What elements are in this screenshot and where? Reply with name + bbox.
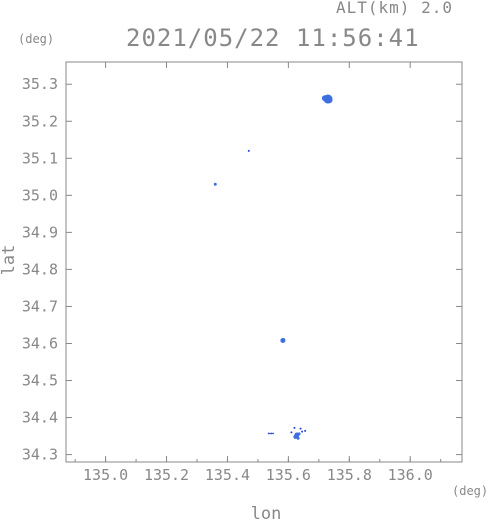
chart-title: 2021/05/22 11:56:41 — [126, 24, 420, 52]
data-point — [304, 429, 307, 432]
x-tick-label: 136.0 — [388, 466, 433, 484]
data-point — [269, 432, 271, 435]
x-axis-unit: (deg) — [452, 484, 489, 498]
y-tick-label: 35.2 — [22, 112, 58, 130]
y-tick-label: 34.7 — [22, 297, 58, 315]
data-point — [267, 432, 270, 435]
x-axis-ticks: 135.0 135.2 135.4 135.6 135.8 136.0 — [74, 62, 442, 484]
y-tick-label: 35.0 — [22, 186, 58, 204]
x-tick-label: 135.2 — [144, 466, 189, 484]
data-point — [272, 432, 274, 435]
data-point — [321, 95, 328, 102]
y-axis-ticks: 34.3 34.4 34.5 34.6 34.7 34.8 34.9 35.0 35.1 35.2… — [22, 75, 462, 464]
y-tick-label: 35.3 — [22, 75, 58, 93]
plot-frame — [65, 61, 463, 463]
data-point — [299, 427, 302, 430]
altitude-label: ALT(km) 2.0 — [336, 0, 453, 17]
y-tick-label: 34.6 — [22, 334, 58, 352]
y-axis-label: lat — [0, 245, 19, 276]
y-tick-label: 34.9 — [22, 223, 58, 241]
y-tick-label: 34.4 — [22, 409, 58, 427]
data-points — [213, 94, 333, 440]
data-point — [290, 431, 293, 434]
data-point — [282, 338, 286, 342]
data-point — [297, 432, 301, 436]
y-tick-label: 34.3 — [22, 446, 58, 464]
y-tick-label: 34.5 — [22, 372, 58, 390]
x-tick-label: 135.0 — [83, 466, 128, 484]
x-tick-label: 135.4 — [205, 466, 250, 484]
y-tick-label: 34.8 — [22, 260, 58, 278]
y-axis-unit: (deg) — [18, 32, 55, 46]
x-tick-label: 135.8 — [327, 466, 372, 484]
x-axis-label: lon — [251, 504, 282, 521]
x-tick-label: 135.6 — [266, 466, 311, 484]
data-point — [293, 434, 298, 439]
data-point — [247, 149, 250, 152]
data-point — [213, 182, 217, 186]
data-point — [270, 432, 273, 435]
data-point — [293, 426, 296, 429]
data-point — [326, 97, 333, 104]
y-tick-label: 35.1 — [22, 149, 58, 167]
data-point — [296, 436, 300, 440]
data-point — [301, 430, 304, 433]
